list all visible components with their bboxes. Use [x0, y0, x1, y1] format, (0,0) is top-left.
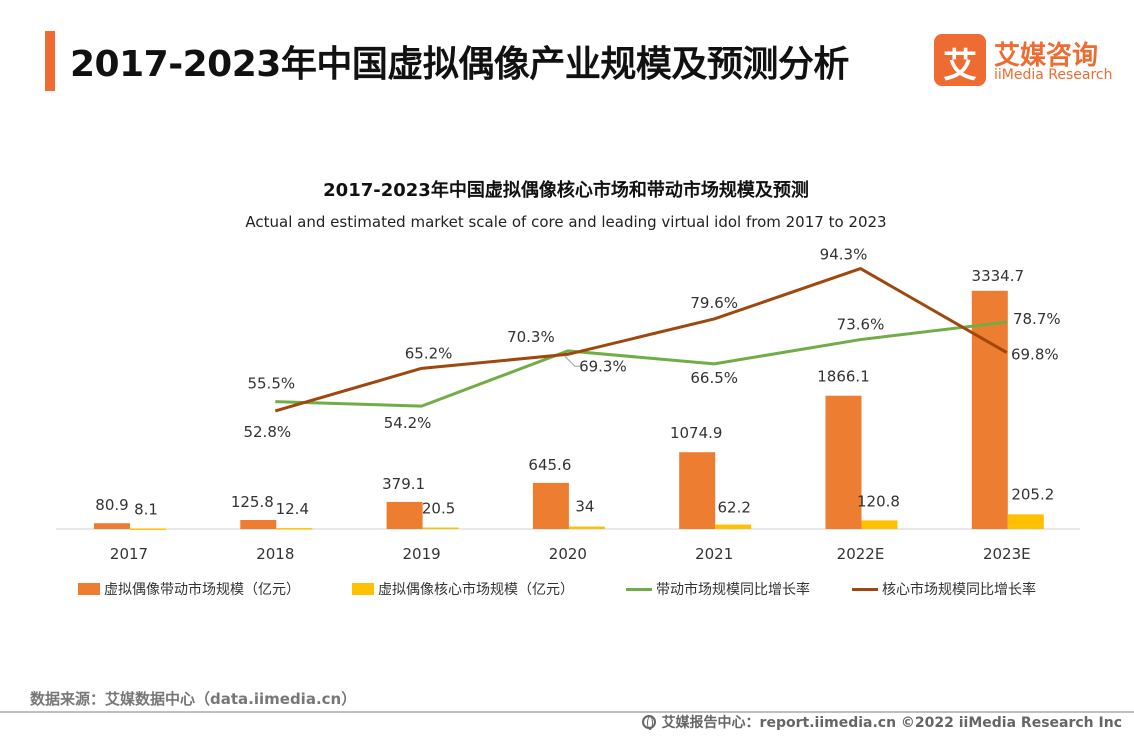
legend-item-leading-market: 虚拟偶像带动市场规模（亿元）	[78, 578, 300, 600]
bar-leading-market	[94, 523, 130, 529]
line-label-core-growth: 94.3%	[820, 246, 868, 264]
line-label-leading-growth: 78.7%	[1013, 310, 1061, 328]
line-core-growth	[274, 267, 1008, 413]
bar-label-leading-market: 1866.1	[817, 368, 870, 386]
legend-item-core-market: 虚拟偶像核心市场规模（亿元）	[352, 578, 574, 600]
legend-swatch-leading	[78, 583, 100, 595]
x-tick-label: 2022E	[837, 545, 885, 563]
footer: 艾媒报告中心：report.iimedia.cn ©2022 iiMedia R…	[641, 712, 1122, 732]
bar-label-core-market: 8.1	[134, 500, 158, 518]
legend-label-core: 虚拟偶像核心市场规模（亿元）	[378, 582, 574, 598]
footer-text: 艾媒报告中心：report.iimedia.cn ©2022 iiMedia R…	[661, 715, 1122, 731]
line-label-core-growth: 65.2%	[405, 344, 453, 362]
line-label-core-growth: 79.6%	[690, 294, 738, 312]
line-label-core-growth: 69.3%	[579, 357, 627, 375]
bar-label-leading-market: 80.9	[95, 496, 128, 514]
line-label-leading-growth: 66.5%	[690, 369, 738, 387]
bar-label-leading-market: 379.1	[382, 475, 425, 493]
bar-leading-market	[386, 501, 423, 529]
bar-label-leading-market: 645.6	[528, 456, 571, 474]
x-tick-label: 2023E	[983, 545, 1031, 563]
bar-leading-market	[825, 395, 862, 529]
bar-core-market	[861, 520, 898, 529]
logo-mark-icon: 艾	[934, 34, 986, 86]
bar-label-core-market: 12.4	[276, 500, 309, 518]
label-leader-line	[564, 355, 581, 367]
logo-glyph: 艾	[943, 46, 977, 86]
bar-label-core-market: 120.8	[857, 492, 900, 510]
bar-core-market	[276, 528, 313, 530]
x-tick-label: 2019	[403, 545, 441, 563]
legend-swatch-core-growth	[852, 587, 878, 591]
legend-swatch-leading-growth	[626, 587, 652, 591]
legend-swatch-core	[352, 583, 374, 595]
line-label-leading-growth: 73.6%	[837, 316, 885, 334]
line-label-core-growth: 52.8%	[243, 423, 291, 441]
bar-leading-market	[240, 520, 277, 529]
x-tick-label: 2017	[110, 545, 148, 563]
logo-name-cn: 艾媒咨询	[994, 41, 1099, 71]
x-tick-label: 2021	[695, 545, 733, 563]
bar-core-market	[568, 526, 605, 529]
bar-core-market	[422, 527, 459, 530]
legend-label-leading-growth: 带动市场规模同比增长率	[656, 582, 810, 598]
bar-label-leading-market: 3334.7	[972, 267, 1025, 285]
bar-label-core-market: 205.2	[1011, 485, 1054, 503]
page-title: 2017-2023年中国虚拟偶像产业规模及预测分析	[70, 44, 849, 85]
chart-title: 2017-2023年中国虚拟偶像核心市场和带动市场规模及预测	[323, 179, 809, 201]
data-source: 数据来源：艾媒数据中心（data.iimedia.cn）	[30, 690, 357, 708]
bar-core-market	[130, 528, 166, 530]
legend-label-leading: 虚拟偶像带动市场规模（亿元）	[104, 582, 300, 598]
chart-subtitle: Actual and estimated market scale of cor…	[245, 213, 886, 231]
bar-label-core-market: 20.5	[422, 500, 455, 518]
title-accent-bar	[45, 31, 55, 91]
legend-label-core-growth: 核心市场规模同比增长率	[882, 582, 1036, 598]
footer-divider	[0, 711, 1134, 713]
bar-core-market	[1007, 514, 1044, 529]
line-label-core-growth: 69.8%	[1011, 346, 1059, 364]
x-tick-label: 2018	[256, 545, 294, 563]
line-label-leading-growth: 55.5%	[247, 375, 295, 393]
brand-logo: 艾 艾媒咨询 iiMedia Research	[934, 34, 1114, 86]
line-label-leading-growth: 54.2%	[384, 414, 432, 432]
x-tick-label: 2020	[549, 545, 587, 563]
globe-icon	[641, 715, 656, 730]
legend-item-leading-growth: 带动市场规模同比增长率	[626, 578, 810, 600]
bar-label-core-market: 34	[575, 498, 594, 516]
line-leading-growth	[275, 320, 1007, 408]
bar-label-core-market: 62.2	[717, 499, 750, 517]
bar-label-leading-market: 125.8	[231, 493, 274, 511]
bar-label-leading-market: 1074.9	[670, 424, 723, 442]
bar-leading-market	[532, 482, 569, 529]
bar-core-market	[715, 524, 752, 529]
bar-leading-market	[971, 290, 1008, 529]
legend-item-core-growth: 核心市场规模同比增长率	[852, 578, 1036, 600]
bar-leading-market	[679, 452, 716, 529]
line-label-leading-growth: 70.3%	[507, 328, 555, 346]
logo-name-en: iiMedia Research	[994, 67, 1113, 83]
